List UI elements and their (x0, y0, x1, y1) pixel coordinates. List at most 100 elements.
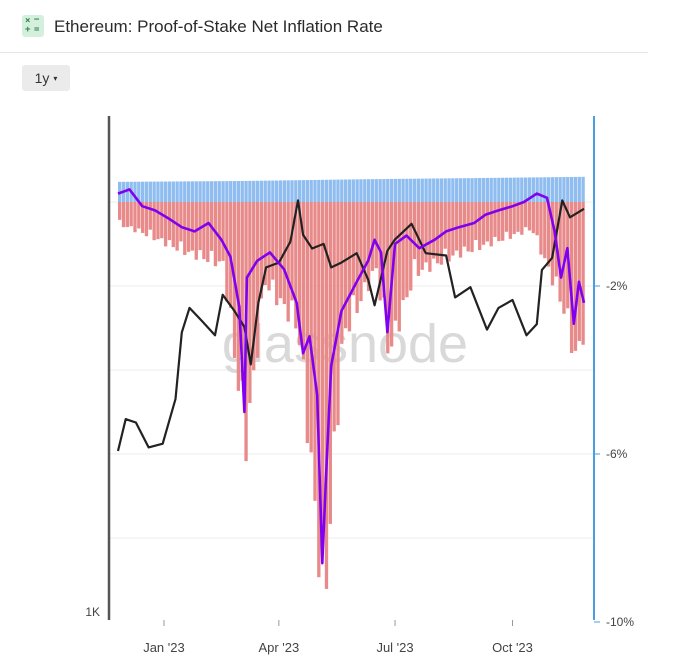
right-axis-tick-label: -6% (606, 447, 628, 461)
burn-bar (221, 202, 225, 261)
issuance-bar (523, 177, 528, 202)
issuance-bar (546, 177, 551, 202)
issuance-bar (340, 179, 344, 202)
issuance-bar (501, 177, 505, 202)
issuance-bar (198, 181, 202, 202)
issuance-bar (301, 180, 306, 202)
burn-bar (290, 202, 294, 301)
burn-bar (167, 202, 172, 241)
burn-bar (470, 202, 474, 252)
issuance-bar (443, 178, 447, 202)
left-axis-tick-label: 1K (85, 605, 100, 619)
burn-bar (420, 202, 424, 270)
burn-bar (478, 202, 482, 251)
issuance-bar (202, 181, 206, 202)
issuance-bar (259, 180, 264, 202)
issuance-bar (328, 179, 332, 202)
issuance-bar (401, 178, 405, 202)
time-range-dropdown[interactable]: 1y ▾ (22, 65, 70, 91)
burn-bar (271, 202, 275, 280)
issuance-bar (179, 181, 183, 202)
issuance-bar (504, 177, 509, 202)
burn-bar (298, 202, 302, 345)
issuance-bar (252, 180, 256, 202)
issuance-bar (516, 177, 520, 202)
issuance-bar (527, 177, 532, 202)
x-axis-tick-label: Apr '23 (258, 640, 299, 655)
burn-bar (558, 202, 562, 302)
issuance-bar (539, 177, 543, 202)
burn-bar (504, 202, 509, 232)
issuance-bar (363, 179, 367, 202)
burn-bar (267, 202, 271, 291)
burn-bar (186, 202, 191, 252)
issuance-bar (294, 180, 298, 202)
issuance-bar (137, 181, 141, 202)
issuance-bar (336, 179, 340, 202)
burn-bar (160, 202, 164, 239)
burn-bar (443, 202, 447, 249)
issuance-bar (508, 177, 512, 202)
issuance-bar (263, 180, 267, 202)
burn-bar (347, 202, 352, 332)
x-axis-tick-label: Jul '23 (376, 640, 413, 655)
burn-bar (363, 202, 367, 283)
burn-bar (286, 202, 290, 322)
issuance-bar (232, 181, 237, 202)
issuance-bar (577, 176, 581, 202)
burn-bar (355, 202, 359, 314)
issuance-bar (451, 178, 455, 202)
burn-bar (125, 202, 129, 228)
issuance-bars (118, 176, 585, 202)
issuance-bar (305, 180, 309, 202)
burn-bar (121, 202, 126, 228)
issuance-bar (351, 179, 355, 202)
issuance-bar (355, 179, 359, 202)
issuance-bar (309, 179, 313, 202)
burn-bar (156, 202, 160, 240)
burn-bar (305, 202, 309, 444)
burn-bar (336, 202, 340, 426)
issuance-bar (382, 179, 386, 202)
burn-bar (324, 202, 329, 589)
burn-bar (366, 202, 371, 292)
issuance-bar (428, 178, 432, 202)
burn-bar (275, 202, 279, 306)
burn-bar (393, 202, 398, 321)
issuance-bar (554, 177, 558, 202)
right-axis-tick-label: -2% (606, 279, 628, 293)
issuance-bar (313, 179, 317, 202)
issuance-bar (412, 178, 417, 202)
issuance-bar (569, 176, 574, 202)
burn-bar (527, 202, 532, 231)
series-line-net-inflation (117, 188, 586, 565)
issuance-bar (298, 180, 302, 202)
burn-bar (577, 202, 581, 341)
issuance-bar (167, 181, 172, 202)
burn-bar (133, 202, 137, 233)
issuance-bar (481, 177, 486, 202)
issuance-bar (206, 181, 210, 202)
x-axis-tick-label: Oct '23 (492, 640, 533, 655)
issuance-bar (236, 181, 241, 202)
issuance-bar (160, 181, 164, 202)
burn-bar (175, 202, 179, 251)
burn-bar (581, 202, 585, 345)
issuance-bar (240, 180, 244, 202)
burn-bar (516, 202, 520, 232)
burn-bar (163, 202, 168, 247)
issuance-bar (573, 176, 578, 202)
issuance-bar (581, 176, 585, 202)
issuance-bar (144, 181, 149, 202)
burn-bar (485, 202, 490, 242)
issuance-bar (558, 177, 562, 202)
issuance-bar (217, 181, 221, 202)
issuance-bar (462, 178, 467, 202)
issuance-bar (478, 178, 482, 202)
burn-bar (340, 202, 344, 344)
issuance-bar (432, 178, 436, 202)
issuance-bar (550, 177, 555, 202)
burn-bar (573, 202, 578, 351)
burn-bar (462, 202, 467, 247)
issuance-bar (194, 181, 198, 202)
